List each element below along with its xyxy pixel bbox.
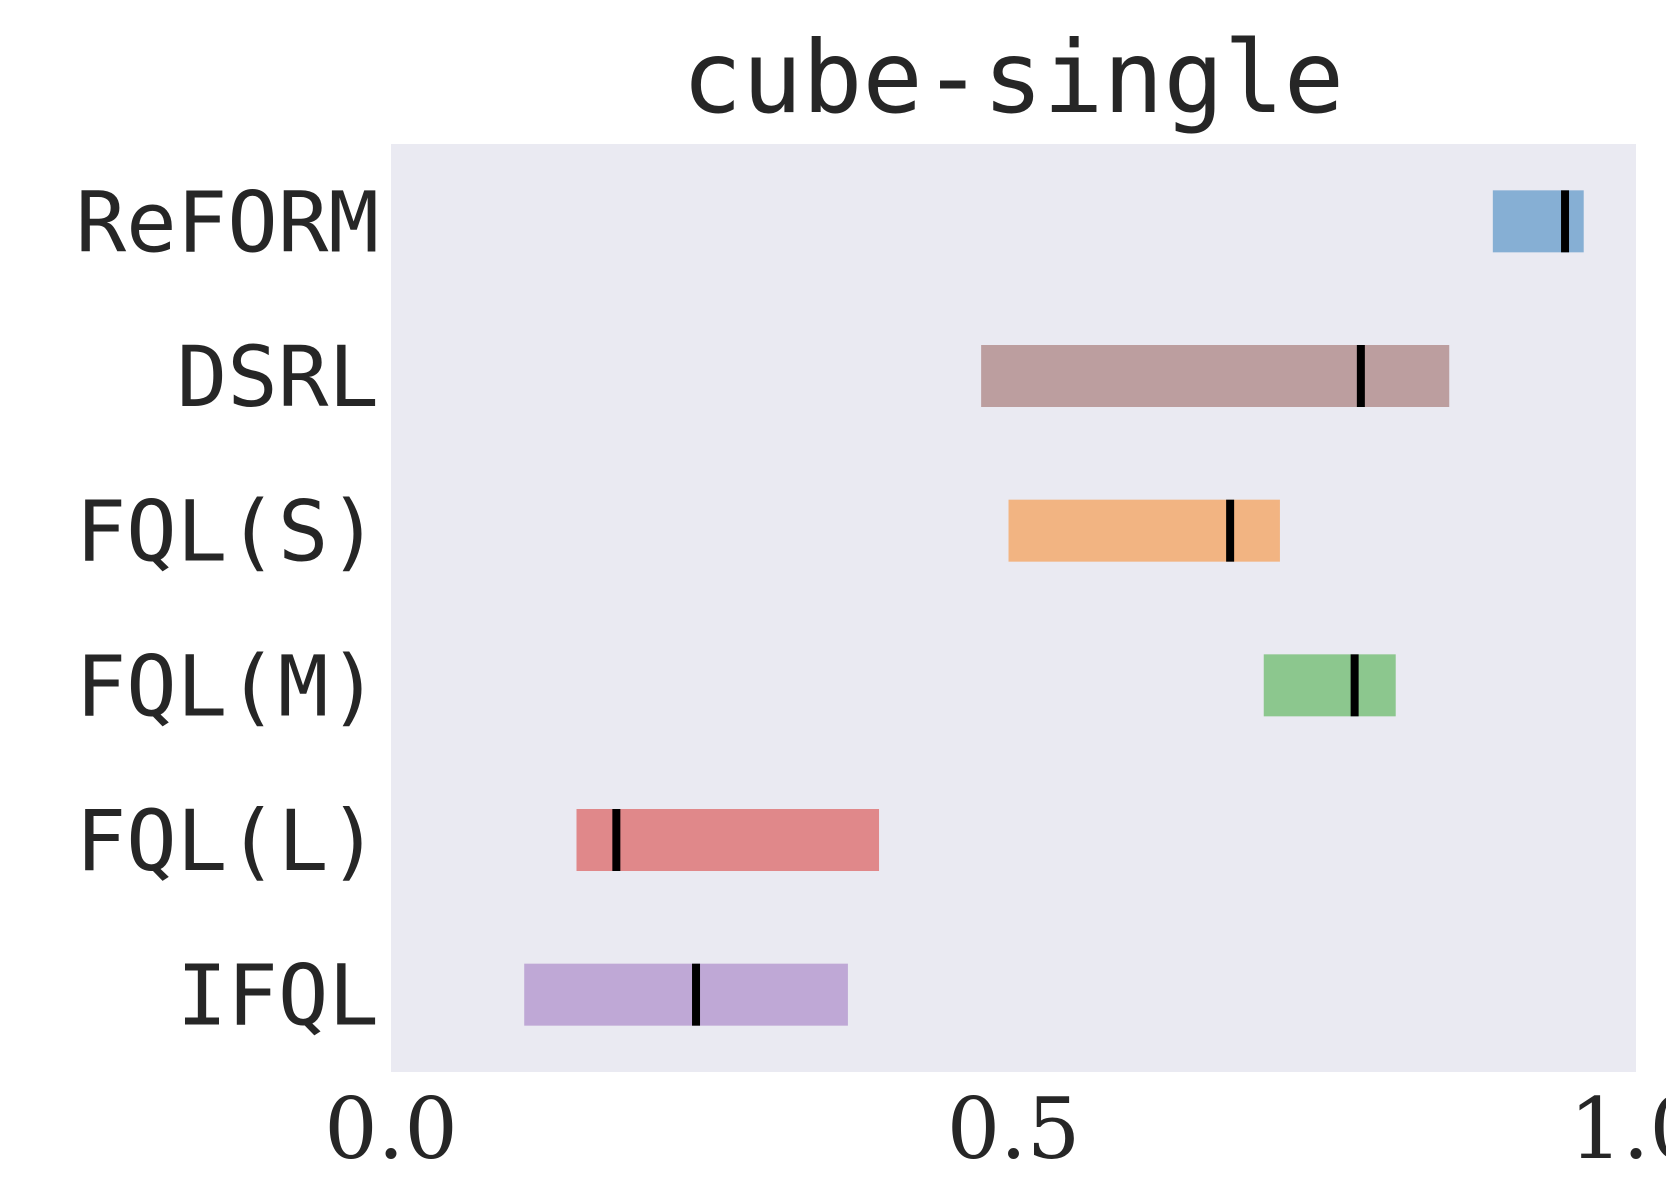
y-tick-label: DSRL	[177, 328, 379, 426]
y-tick-label: FQL(L)	[76, 792, 379, 890]
range-bar-fql-m	[1263, 654, 1396, 717]
median-marker-dsrl	[1356, 345, 1365, 407]
y-tick-label: FQL(S)	[76, 483, 379, 581]
x-tick-label: 0.0	[324, 1080, 458, 1178]
median-marker-fql-s	[1226, 499, 1235, 562]
y-tick-label: IFQL	[177, 947, 379, 1045]
median-marker-fql-m	[1350, 654, 1359, 717]
range-bar-fql-s	[1008, 499, 1280, 562]
x-tick-label: 1.0	[1569, 1080, 1666, 1178]
plot-area	[391, 144, 1636, 1072]
range-bar-reform	[1492, 190, 1584, 253]
median-marker-fql-l	[612, 809, 621, 871]
y-tick-label: FQL(M)	[76, 637, 379, 735]
x-tick-label: 0.5	[947, 1080, 1081, 1178]
range-bar-dsrl	[981, 345, 1450, 407]
chart-title: cube-single	[682, 19, 1344, 136]
median-marker-reform	[1561, 190, 1570, 253]
range-bar-ifql	[524, 963, 848, 1026]
median-marker-ifql	[692, 963, 701, 1026]
y-tick-label: ReFORM	[76, 173, 379, 271]
range-bar-fql-l	[576, 809, 880, 871]
